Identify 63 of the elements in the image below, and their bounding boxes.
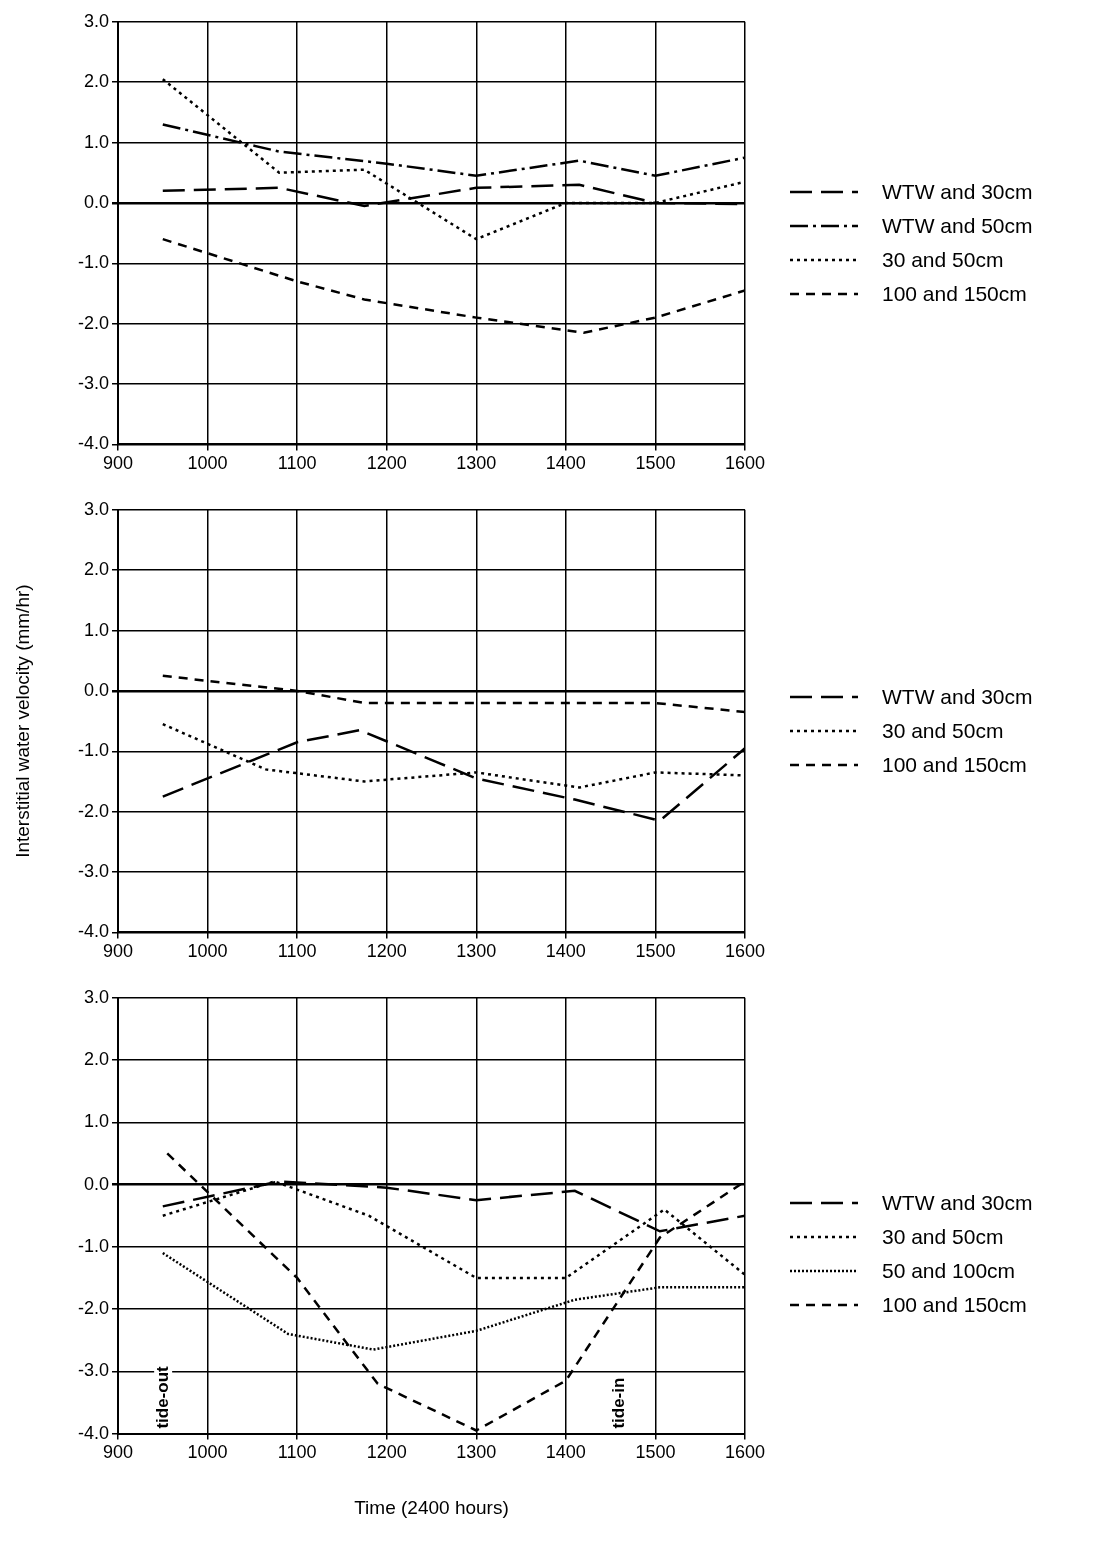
legend-label: 30 and 50cm <box>882 719 1004 743</box>
y-tick-label: -4.0 <box>77 1422 109 1443</box>
y-tick-label: -2.0 <box>77 800 109 821</box>
x-tick-label: 1600 <box>724 941 765 962</box>
x-tick-label: 1400 <box>545 941 586 962</box>
x-tick-label: 1300 <box>456 941 497 962</box>
x-tick-label: 1000 <box>187 941 228 962</box>
x-tick-label: 1600 <box>724 453 765 474</box>
legend-label: WTW and 30cm <box>882 685 1033 709</box>
x-tick-label: 1400 <box>545 1442 586 1463</box>
x-tick-label: 900 <box>102 1442 134 1463</box>
y-tick-label: -2.0 <box>77 1298 109 1319</box>
x-tick-label: 1100 <box>277 941 317 962</box>
y-tick-label: 3.0 <box>83 498 109 519</box>
y-tick-label: 3.0 <box>83 10 109 31</box>
y-tick-label: -3.0 <box>77 861 109 881</box>
y-tick-label: 0.0 <box>83 679 109 700</box>
x-tick-label: 1100 <box>277 453 317 474</box>
x-tick-label: 1000 <box>187 453 228 474</box>
y-tick-label: 2.0 <box>83 1049 109 1070</box>
y-tick-label: -3.0 <box>77 373 109 393</box>
y-tick-label: -1.0 <box>77 740 109 761</box>
x-tick-label: 1200 <box>366 1442 407 1463</box>
y-tick-label: 0.0 <box>83 191 109 212</box>
x-tick-label: 1500 <box>635 453 676 474</box>
x-tick-label: 1300 <box>456 453 497 474</box>
y-tick-label: 1.0 <box>83 131 109 152</box>
x-tick-label: 1200 <box>366 941 407 962</box>
y-tick-label: -1.0 <box>77 252 109 273</box>
y-tick-label: 2.0 <box>83 559 109 580</box>
y-tick-label: -4.0 <box>77 921 109 942</box>
y-tick-label: 3.0 <box>83 986 109 1007</box>
legend-label: 50 and 100cm <box>882 1259 1016 1283</box>
legend-label: 100 and 150cm <box>882 753 1027 777</box>
y-tick-label: -4.0 <box>77 433 109 454</box>
legend-label: 30 and 50cm <box>882 248 1004 272</box>
x-tick-label: 1000 <box>187 1442 228 1463</box>
y-tick-label: 1.0 <box>83 1111 109 1132</box>
legend-label: 30 and 50cm <box>882 1225 1004 1249</box>
x-tick-label: 900 <box>102 941 134 962</box>
legend-label: WTW and 30cm <box>882 180 1033 204</box>
y-tick-label: 0.0 <box>83 1173 109 1194</box>
x-tick-label: 900 <box>102 453 134 474</box>
y-tick-label: -1.0 <box>77 1235 109 1256</box>
y-axis-title: Interstitial water velocity (mm/hr) <box>11 584 33 858</box>
x-tick-label: 1400 <box>545 453 586 474</box>
x-tick-label: 1600 <box>724 1442 765 1463</box>
annotation: tide-in <box>609 1377 629 1429</box>
x-axis-title: Time (2400 hours) <box>354 1496 509 1518</box>
y-tick-label: -3.0 <box>77 1360 109 1381</box>
x-tick-label: 1300 <box>456 1442 497 1463</box>
y-tick-label: 1.0 <box>83 619 109 640</box>
x-tick-label: 1500 <box>635 1442 676 1463</box>
x-tick-label: 1100 <box>277 1442 317 1463</box>
legend-label: WTW and 30cm <box>882 1191 1033 1215</box>
y-tick-label: -2.0 <box>77 312 109 333</box>
x-tick-label: 1200 <box>366 453 407 474</box>
legend-label: 100 and 150cm <box>882 282 1027 306</box>
annotation: tide-out <box>152 1365 172 1429</box>
x-tick-label: 1500 <box>635 941 676 962</box>
legend-label: 100 and 150cm <box>882 1293 1027 1317</box>
y-tick-label: 2.0 <box>83 71 109 92</box>
legend-label: WTW and 50cm <box>882 214 1033 238</box>
